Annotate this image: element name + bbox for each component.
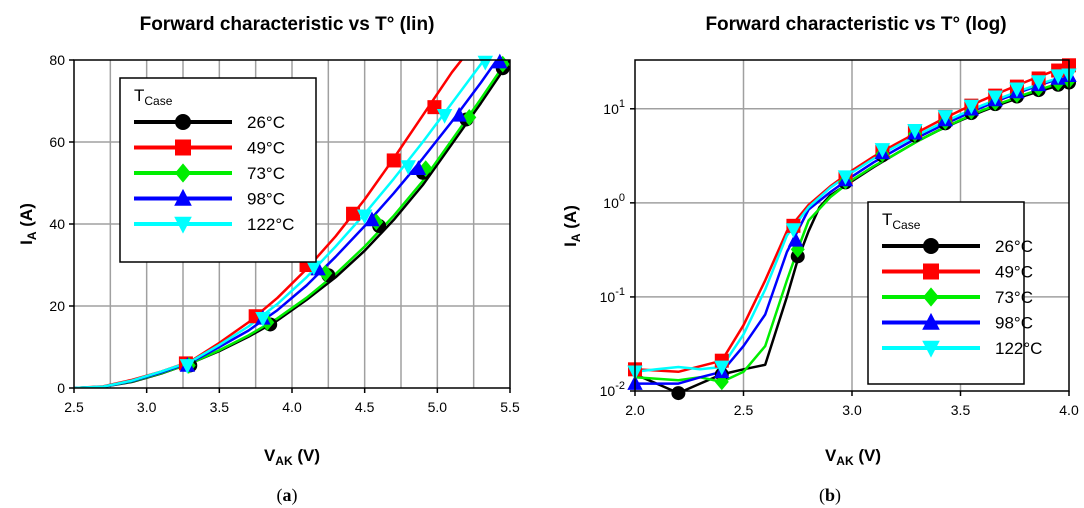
chart-a-point-4-1 (255, 312, 271, 327)
chart-b-point-4-10 (1030, 75, 1047, 90)
chart-a-legend-label-3: 98°C (247, 190, 285, 209)
chart-a-point-3-5 (451, 106, 467, 122)
chart-b-x-axis-label: VAK (V) (825, 446, 881, 468)
chart-a-y-tick-label: 40 (49, 216, 65, 232)
chart-a-x-tick-label: 5.0 (428, 399, 448, 415)
chart-a-point-3-6 (492, 53, 508, 69)
chart-a-x-tick-label: 3.5 (210, 399, 230, 415)
chart-b-point-4-7 (963, 99, 980, 115)
chart-b-legend-label-4: 122°C (995, 339, 1042, 358)
chart-b-point-0-0 (671, 386, 686, 401)
chart-a-point-2-4 (418, 160, 433, 178)
chart-a-point-1-4 (386, 153, 401, 168)
chart-a: Forward characteristic vs T° (lin) 2.5 3.… (17, 14, 520, 506)
chart-b-point-3-2 (787, 231, 804, 247)
chart-a-point-3-3 (364, 211, 380, 227)
chart-a-legend-label-4: 122°C (247, 215, 294, 234)
chart-b-point-4-4 (874, 143, 891, 158)
chart-b-point-4-1 (714, 360, 730, 376)
chart-a-legend-label-2: 73°C (247, 164, 285, 183)
chart-b-y-tick-label: 10-2 (600, 380, 625, 399)
chart-b-y-axis-label: IA (A) (561, 205, 583, 247)
chart-a-legend-label-1: 49°C (247, 139, 285, 158)
chart-b-y-tick-label: 100 (603, 192, 625, 211)
chart-a-legend-label-0: 26°C (247, 113, 285, 132)
chart-a-legend-marker-0 (175, 114, 191, 130)
chart-a-y-tick-label: 60 (49, 134, 65, 150)
chart-a-legend-marker-3 (174, 188, 192, 206)
chart-b: Forward characteristic vs T° (log) 2.0 2.… (561, 14, 1079, 506)
chart-a-point-4-2 (306, 260, 322, 276)
chart-b-x-tick-label: 2.0 (625, 402, 645, 418)
chart-a-y-tick-label: 80 (49, 52, 65, 68)
chart-b-legend-marker-1 (923, 263, 939, 280)
chart-b-legend-label-1: 49°C (995, 263, 1033, 282)
chart-b-point-4-5 (907, 124, 923, 139)
chart-a-x-tick-label: 4.5 (355, 399, 375, 415)
chart-a-x-tick-label: 5.5 (500, 399, 520, 415)
chart-b-legend-label-0: 26°C (995, 237, 1033, 256)
chart-a-panel-label: (a) (277, 485, 298, 506)
chart-a-point-1-3 (346, 206, 361, 221)
chart-a-legend-marker-2 (175, 163, 191, 183)
chart-b-legend-marker-0 (923, 238, 939, 254)
chart-b-point-2-0 (714, 373, 729, 391)
chart-b-x-tick-label: 4.0 (1059, 402, 1079, 418)
chart-b-x-tick-label: 2.5 (734, 402, 754, 418)
chart-a-point-4-3 (356, 209, 373, 225)
chart-b-x-tick-label: 3.0 (842, 402, 862, 418)
chart-a-x-tick-label: 4.0 (282, 399, 302, 415)
chart-a-point-2-5 (462, 109, 477, 126)
chart-b-point-4-11 (1050, 69, 1066, 85)
chart-b-point-4-6 (937, 110, 954, 125)
chart-b-point-2-1 (790, 241, 805, 258)
chart-b-title: Forward characteristic vs T° (log) (705, 14, 1006, 35)
chart-a-y-tick-label: 20 (49, 298, 65, 314)
chart-a-x-tick-label: 2.5 (64, 399, 84, 415)
chart-b-legend (867, 201, 1025, 385)
chart-b-series-line-1 (635, 64, 1069, 374)
chart-a-series-line-4 (74, 60, 486, 388)
chart-b-legend-title: TCase (882, 210, 921, 232)
chart-b-legend-marker-4 (922, 340, 940, 358)
chart-a-title: Forward characteristic vs T° (lin) (140, 14, 435, 35)
chart-b-legend-marker-3 (922, 312, 940, 330)
chart-a-y-tick-label: 0 (57, 380, 65, 396)
chart-b-x-tick-label: 3.5 (951, 402, 971, 418)
chart-a-point-3-4 (410, 160, 427, 175)
chart-b-point-4-9 (1009, 82, 1025, 98)
chart-a-legend (119, 77, 317, 263)
chart-a-y-axis-label: IA (A) (17, 203, 39, 245)
chart-b-panel-label: (b) (819, 485, 841, 506)
chart-b-legend-marker-2 (923, 287, 939, 307)
chart-a-legend-title: TCase (134, 86, 173, 108)
chart-a-x-tick-label: 3.0 (137, 399, 157, 415)
chart-b-legend-label-2: 73°C (995, 288, 1033, 307)
chart-a-legend-marker-4 (174, 216, 192, 234)
chart-a-x-axis-label: VAK (V) (264, 446, 320, 468)
chart-a-point-4-5 (436, 109, 453, 124)
chart-b-point-4-3 (837, 170, 854, 186)
chart-b-y-tick-label: 101 (603, 98, 625, 117)
chart-a-point-4-4 (400, 160, 416, 175)
chart-a-point-4-0 (179, 359, 196, 374)
chart-a-legend-marker-1 (175, 139, 191, 156)
chart-b-y-tick-label: 10-1 (600, 286, 625, 305)
chart-b-point-4-8 (987, 90, 1003, 106)
chart-b-point-4-2 (785, 223, 802, 238)
chart-b-legend-label-3: 98°C (995, 314, 1033, 333)
